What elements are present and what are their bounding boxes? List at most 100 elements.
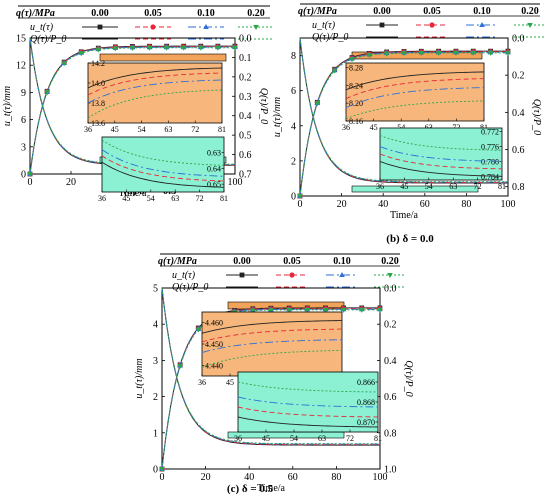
inset-y-tick-label: 4.440 (205, 361, 223, 370)
inset-x-tick-label: 54 (290, 434, 298, 443)
q-curve-0.20 (299, 37, 508, 183)
y-tick-label-right: 0.4 (239, 111, 252, 122)
legend-header: q(τ)/MPa (16, 8, 55, 19)
y-tick-label-left: 3 (21, 142, 26, 153)
inset-curve-0.00 (101, 161, 225, 188)
y-tick-label-right: 1.0 (384, 465, 397, 476)
inset-x-tick-label: 36 (98, 194, 106, 203)
u-marker-0.20 (401, 51, 407, 57)
u-marker-0.20 (78, 51, 85, 57)
y-tick-label-right: 0.6 (512, 145, 525, 156)
x-tick-label: 80 (331, 472, 341, 483)
legend-u-row: u_t(τ) (312, 20, 336, 31)
y-tick-label-left: 0 (291, 192, 296, 203)
x-tick-label: 0 (28, 177, 33, 188)
inset-x-tick-label: 72 (346, 434, 354, 443)
plot-frame (299, 37, 509, 197)
inset-x-tick-label: 45 (111, 125, 119, 134)
x-tick-label: 20 (337, 199, 347, 210)
y-tick-label-left: 0 (21, 170, 26, 181)
legend-header: q(τ)/MPa (298, 6, 337, 17)
inset-y-tick-label: 0.65 (207, 180, 221, 189)
legend-col-0: 0.00 (91, 8, 109, 19)
u-marker-0.20 (268, 308, 274, 314)
inset-curve-0.20 (379, 135, 503, 151)
u-marker-0.20 (163, 45, 170, 51)
inset-x-tick-label: 36 (84, 125, 92, 134)
inset-curve-0.20 (201, 349, 343, 368)
x-tick-label: 40 (244, 472, 254, 483)
inset-x-tick-label: 36 (342, 123, 350, 132)
inset-y-tick-label: 0.784 (481, 172, 499, 181)
u-marker-0.20 (129, 45, 136, 51)
inset-curve-0.20 (345, 100, 485, 120)
legend-u-marker-2 (203, 24, 209, 29)
inset-curve-0.10 (101, 149, 225, 177)
inset-y-tick-label: 8.28 (349, 63, 363, 72)
x-tick-label: 100 (501, 199, 516, 210)
inset-y-tick-label: 13.6 (91, 119, 105, 128)
y-tick-label-left: 2 (153, 392, 158, 403)
y-axis-label-right: Q(τ)/P_0 (258, 88, 269, 124)
inset-Q: 36 45 54 63 72 81 0.63 0.64 0.65 (98, 136, 228, 203)
u-marker-0.20 (377, 307, 383, 313)
legend-col-2: 0.10 (197, 8, 215, 19)
inset-Q: 36 45 54 63 72 81 0.772 0.776 0.780 0.784 (376, 127, 506, 191)
inset-y-tick-label: 4.460 (205, 319, 223, 328)
inset-x-tick-label: 54 (397, 123, 405, 132)
inset-x-tick-label: 81 (498, 182, 506, 191)
legend-col-1: 0.05 (423, 6, 441, 17)
inset-y-tick-label: 14.2 (91, 59, 105, 68)
inset-x-tick-label: 63 (318, 434, 326, 443)
y-tick-label-right: 0.6 (384, 392, 397, 403)
u-marker-0.20 (314, 101, 321, 107)
legend-col-1: 0.05 (144, 8, 162, 19)
zoom-band-q (351, 185, 479, 193)
inset-x-tick-label: 54 (425, 182, 433, 191)
y-tick-label-left: 0 (153, 465, 158, 476)
inset-y-tick-label: 8.16 (349, 117, 363, 126)
panel-1: 0 20 40 60 80 100 Time/a 0 2 4 6 8 u_t(τ)/mm 0.0 0.2 0.… (272, 34, 542, 246)
u-marker-0.20 (349, 57, 355, 63)
x-tick-label: 60 (288, 472, 298, 483)
inset-y-tick-label: 0.772 (481, 128, 499, 137)
inset-x-tick-label: 45 (122, 194, 130, 203)
inset-x-tick-label: 36 (376, 182, 384, 191)
legend-col-0: 0.00 (373, 6, 391, 17)
x-tick-label: 20 (201, 472, 211, 483)
inset-curve-0.20 (87, 89, 223, 119)
panel-2: 0 20 40 60 80 100Time/a012345u_t(τ)/mm0.00.20… (134, 284, 414, 496)
inset-x-tick-label: 81 (218, 125, 226, 134)
x-tick-label: 80 (461, 199, 471, 210)
inset-x-tick-label: 81 (220, 194, 228, 203)
x-tick-label: 60 (420, 199, 430, 210)
legend-col-1: 0.05 (283, 256, 301, 267)
q-curve-0.00 (161, 287, 380, 446)
x-tick-label: 0 (298, 199, 303, 210)
u-marker-0.20 (286, 307, 292, 313)
y-tick-label-left: 6 (21, 115, 26, 126)
u-marker-0.20 (249, 308, 256, 314)
y-tick-label-right: 0.0 (384, 284, 397, 295)
legend-col-3: 0.20 (381, 256, 399, 267)
legend-u-marker-3 (387, 273, 393, 278)
u-marker-0.20 (44, 90, 50, 96)
zoom-band-q (227, 431, 345, 439)
q-curve-0.20 (161, 287, 380, 445)
y-tick-label-right: 0.3 (239, 92, 252, 103)
u-marker-0.20 (358, 307, 365, 313)
y-axis-label-right: Q(τ)/P_0 (403, 360, 414, 396)
x-tick-label: 100 (228, 177, 243, 188)
u-marker-0.20 (195, 327, 202, 333)
y-axis-label-left: u_t(τ)/mm (134, 358, 145, 398)
inset-y-tick-label: 0.63 (207, 149, 221, 158)
legend-u-marker-2 (479, 22, 485, 27)
u-marker-0.20 (340, 307, 347, 313)
u-marker-0.20 (197, 45, 204, 51)
inset-x-tick-label: 81 (480, 123, 488, 132)
inset-y-tick-label: 0.868 (357, 398, 375, 407)
y-tick-label-left: 15 (16, 34, 26, 45)
u-marker-0.20 (27, 172, 33, 177)
y-tick-label-left: 1 (153, 428, 158, 439)
